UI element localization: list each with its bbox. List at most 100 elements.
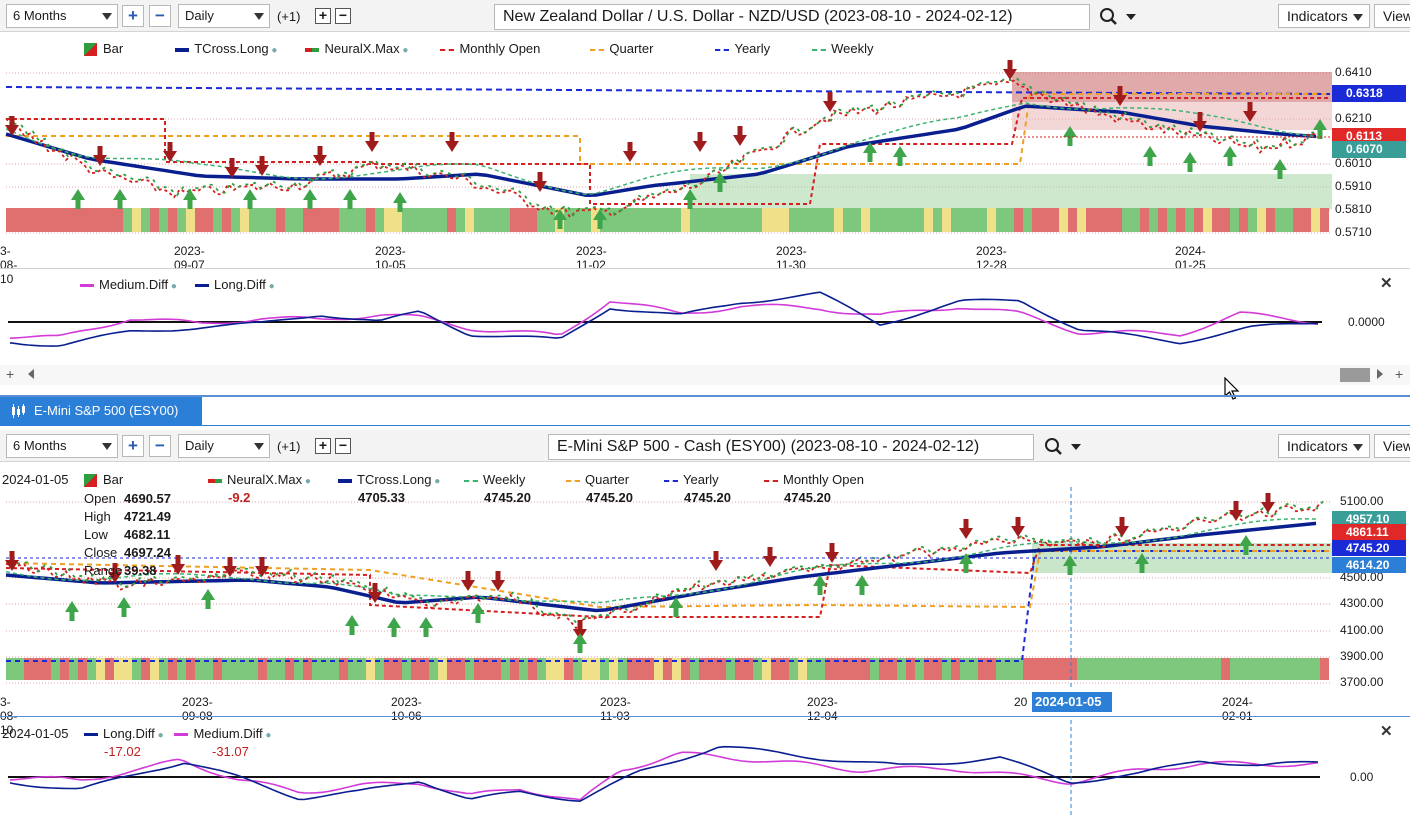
signal-cell [303,658,312,680]
arrow-shaft [449,132,455,142]
close-icon[interactable]: ✕ [1380,723,1393,740]
remove-bar-button[interactable]: − [335,438,351,454]
arrow-shaft [397,202,403,212]
signal-cell [915,658,924,680]
arrow-shaft [829,543,835,553]
settings-dot-icon[interactable]: ● [268,45,278,56]
pane-separator[interactable] [0,268,1410,269]
legend-item-quarter[interactable]: Quarter 4745.20 [566,472,633,505]
arrow-shaft [577,643,583,653]
legend-item-weekly[interactable]: Weekly 4745.20 [464,472,531,505]
settings-dot-icon[interactable]: ● [399,45,409,56]
search-button[interactable] [1098,6,1138,28]
legend-item-yearly[interactable]: Yearly 4745.20 [664,472,731,505]
close-icon[interactable]: ✕ [1380,275,1393,292]
signal-cell [285,658,294,680]
zoom-in-button[interactable]: + [122,435,144,457]
signal-cell [735,208,744,232]
signal-cell [375,208,384,232]
plus-icon[interactable]: + [1395,366,1404,382]
signal-cell [348,208,357,232]
remove-bar-button[interactable]: − [335,8,351,24]
legend-item-neuralx-max[interactable]: NeuralX.Max ● -9.2 [208,472,311,505]
legend-item-monthly-open[interactable]: Monthly Open [440,41,540,56]
legend-item-bar[interactable]: Bar [84,41,123,57]
nzdusd-price-pane[interactable]: Bar TCross.Long ● NeuralX.Max ● Monthly Ope… [0,34,1410,272]
nzdusd-diff-pane[interactable]: Medium.Diff ● Long.Diff ● ✕ 0.0000 [0,272,1410,364]
range-select[interactable]: 6 Months [6,4,118,28]
zoom-out-button[interactable]: − [149,435,171,457]
legend-item-tcross-long[interactable]: TCross.Long ● [175,41,277,56]
horizontal-scrollbar[interactable]: + + [0,365,1410,385]
arrow-shaft [391,627,397,637]
arrow-head [225,167,239,178]
signal-cell [33,208,42,232]
esy00-diff-pane[interactable]: 2024-01-05 Long.Diff ● Medium.Diff ● -17… [0,720,1410,815]
legend-medium-diff: Medium.Diff [99,277,169,292]
indicators-button[interactable]: Indicators [1278,434,1370,458]
arrow-head [65,601,79,612]
signal-cell [69,658,78,680]
legend-item-tcross-long[interactable]: TCross.Long ● 4705.33 [338,472,441,505]
signal-cell [771,208,780,232]
view-button[interactable]: View [1374,4,1410,28]
window-divider [0,395,1410,397]
scroll-right-icon[interactable] [1377,369,1383,379]
resistance-zone [1012,102,1332,130]
plus-icon[interactable]: + [6,366,15,382]
pane-separator[interactable] [0,716,1410,717]
buy-arrow [713,172,727,192]
signal-cell [852,658,861,680]
view-button[interactable]: View [1374,434,1410,458]
arrow-head [959,528,973,539]
signal-cell [258,658,267,680]
arrow-shaft [1317,129,1323,139]
zoom-out-button[interactable]: − [149,5,171,27]
sell-arrow [365,132,379,152]
signal-cell [942,208,951,232]
search-button[interactable] [1043,436,1083,458]
symbol-title[interactable]: New Zealand Dollar / U.S. Dollar - NZD/U… [494,4,1090,30]
sell-arrow [461,571,475,591]
legend-item-monthly-open[interactable]: Monthly Open 4745.20 [764,472,864,505]
legend-item-quarter[interactable]: Quarter [590,41,653,56]
range-select[interactable]: 6 Months [6,434,118,458]
sell-arrow [733,126,747,146]
scroll-left-icon[interactable] [28,369,34,379]
legend-item-bar[interactable]: Bar [84,472,123,488]
signal-cell [1257,658,1266,680]
buy-arrow [593,209,607,229]
buy-arrow [1063,555,1077,575]
signal-cell [1113,208,1122,232]
add-bar-button[interactable]: + [315,8,331,24]
signal-cell [483,208,492,232]
esy00-price-pane[interactable]: 2024-01-05 Bar NeuralX.Max ● -9.2 TCross.Lo… [0,465,1410,690]
signal-cell [1068,658,1077,680]
indicators-button[interactable]: Indicators [1278,4,1370,28]
signal-cell [528,208,537,232]
arrow-head [461,580,475,591]
settings-dot-icon[interactable]: ● [302,476,311,487]
signal-cell [879,208,888,232]
add-bar-button[interactable]: + [315,438,331,454]
signal-cell [213,658,222,680]
sell-arrow [445,132,459,152]
legend-item-neuralx-max[interactable]: NeuralX.Max ● [305,41,408,56]
signal-cell [609,658,618,680]
interval-select[interactable]: Daily [178,434,270,458]
tab-esy00[interactable]: E-Mini S&P 500 (ESY00) [0,397,202,425]
signal-cell [1275,208,1284,232]
interval-select[interactable]: Daily [178,4,270,28]
scroll-thumb[interactable] [1340,368,1370,382]
signal-strip [6,658,1329,680]
legend-item-weekly[interactable]: Weekly [812,41,874,56]
zoom-in-button[interactable]: + [122,5,144,27]
signal-cell [1104,658,1113,680]
settings-dot-icon[interactable]: ● [431,476,441,487]
legend-item-yearly[interactable]: Yearly [715,41,770,56]
signal-cell [1158,208,1167,232]
buy-arrow [303,189,317,209]
signal-cell [1311,658,1320,680]
symbol-title[interactable]: E-Mini S&P 500 - Cash (ESY00) (2023-08-1… [548,434,1034,460]
buy-arrow [1143,146,1157,166]
